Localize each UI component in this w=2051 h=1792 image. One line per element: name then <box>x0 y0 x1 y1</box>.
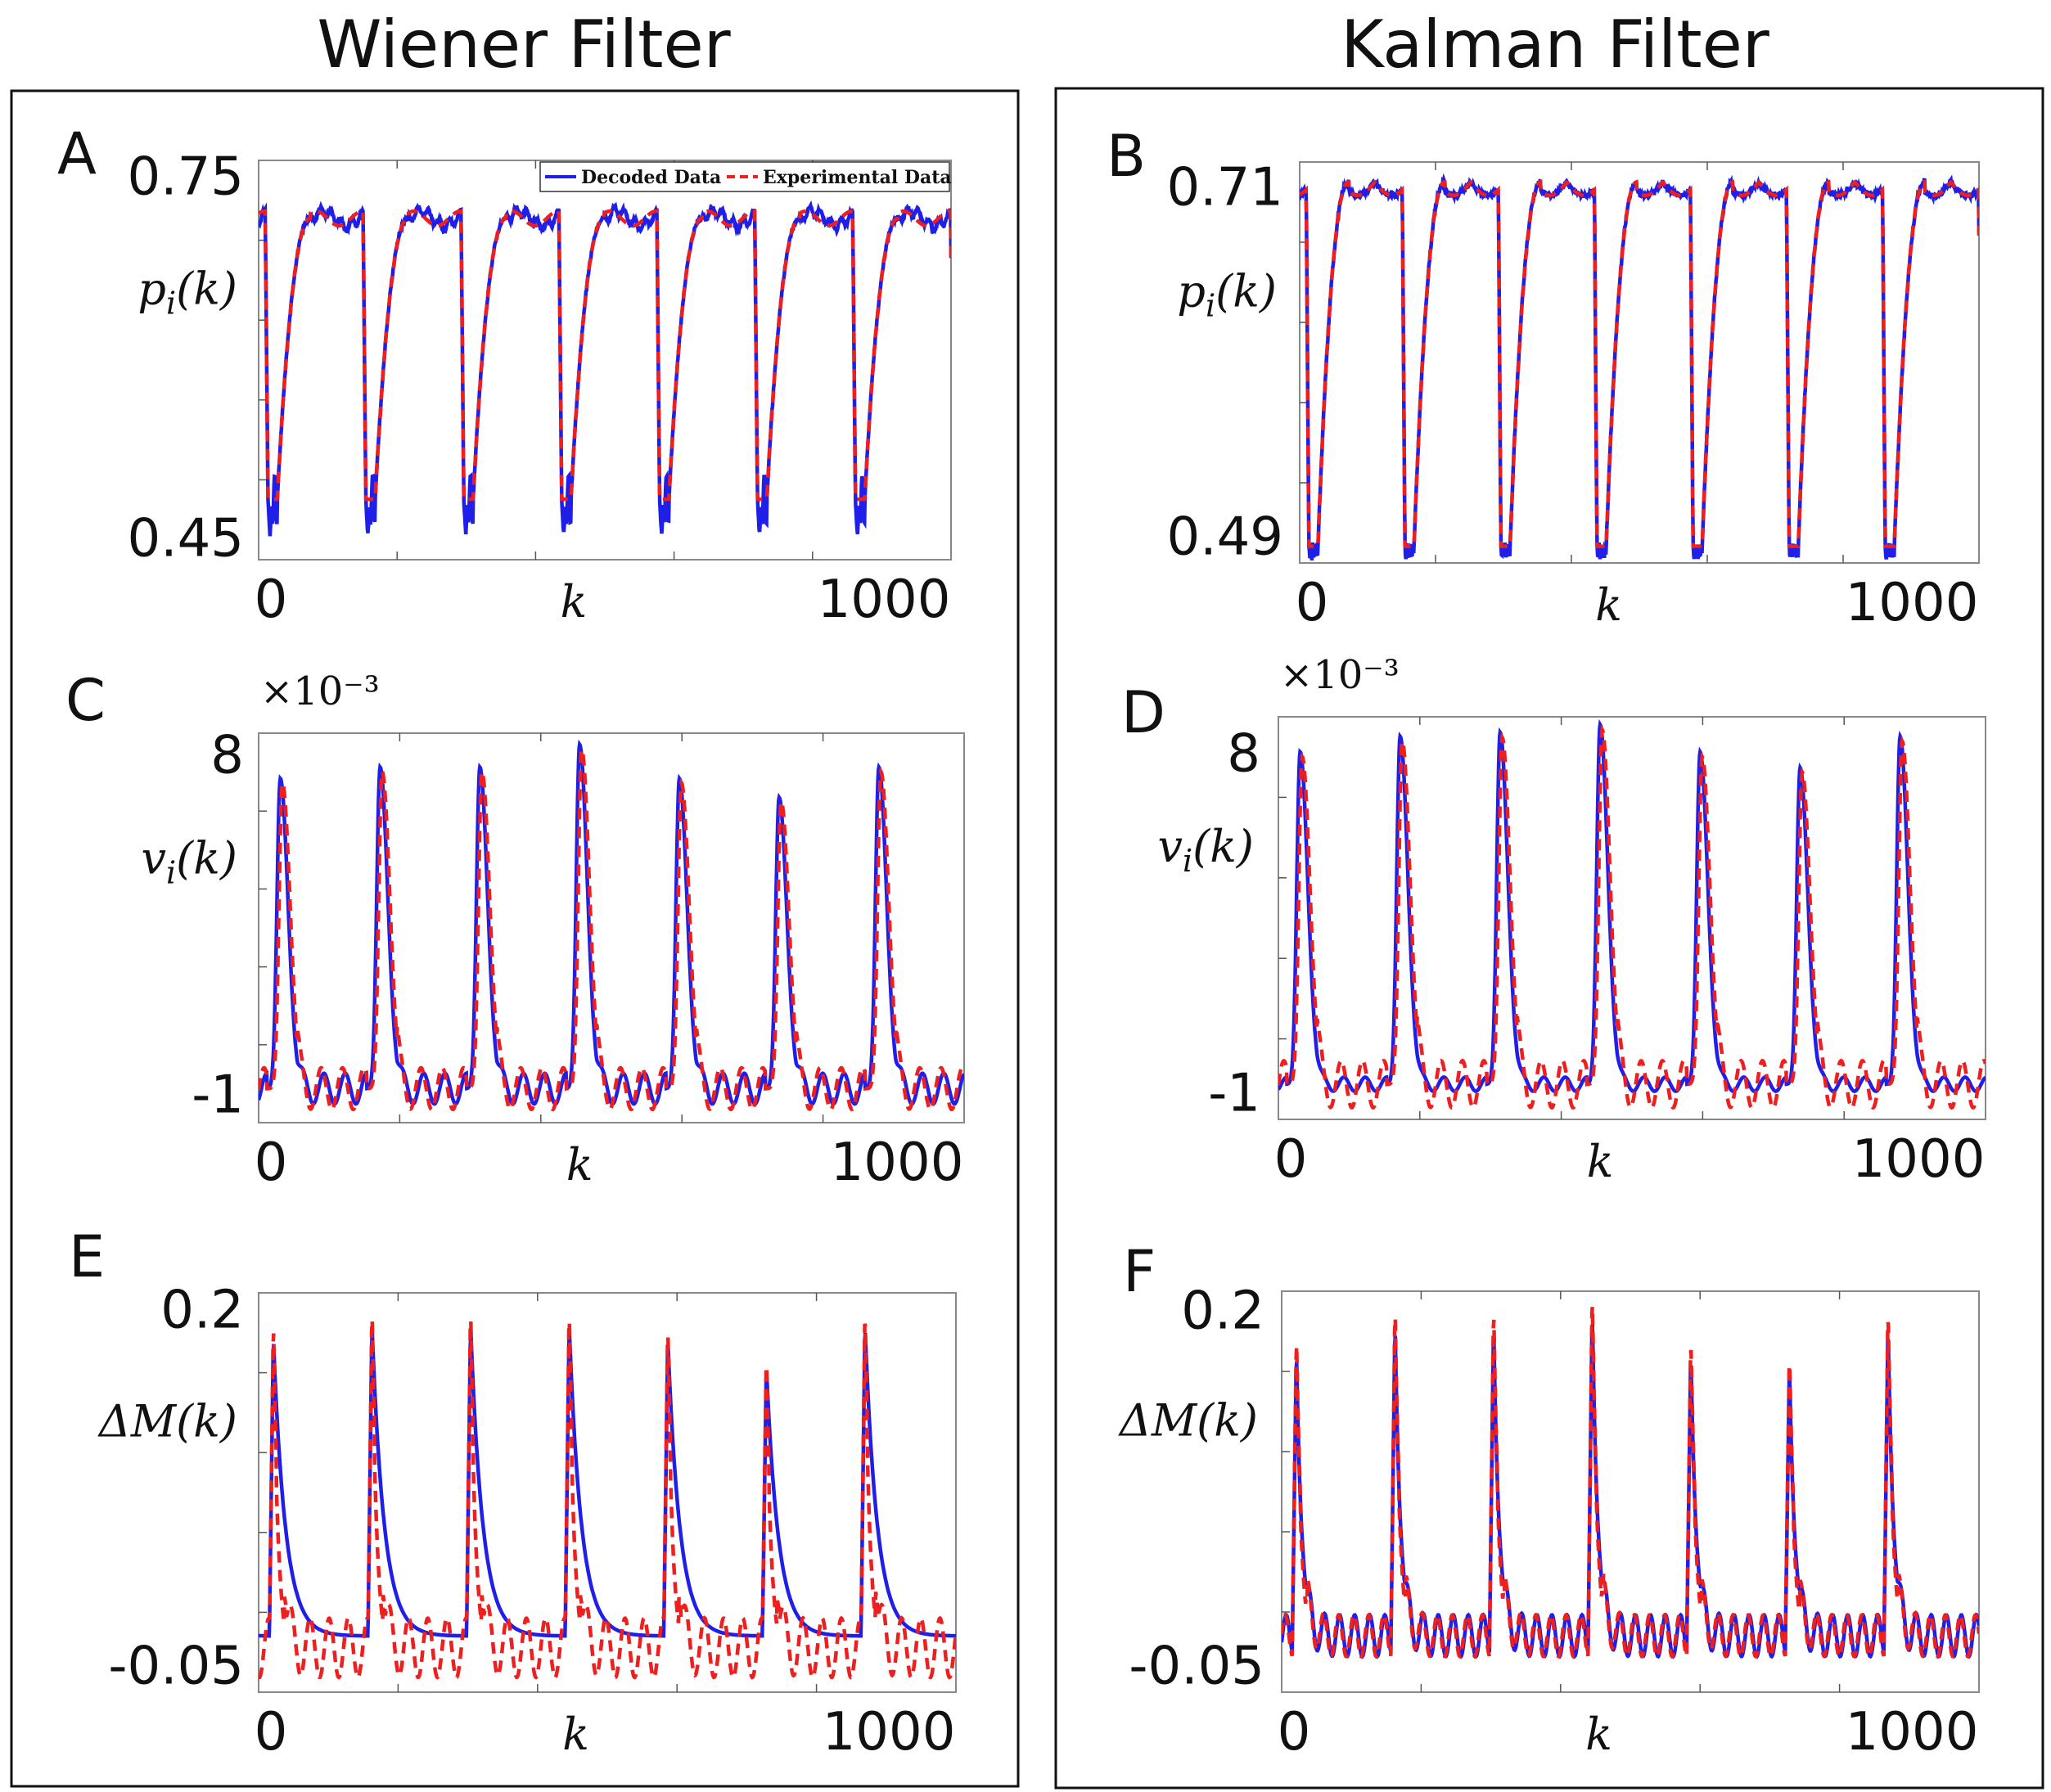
panel-C: C 8 -10 1000 k vi(k) ×10⁻³ <box>65 667 965 1193</box>
y-axis-label-C: vi(k) <box>141 832 237 890</box>
x-axis-label-A: k <box>561 576 588 628</box>
x-axis-label-C: k <box>566 1139 593 1191</box>
plot-area-C <box>258 732 965 1123</box>
x-tick-label-start-F: 0 <box>1278 1702 1311 1763</box>
frame-right <box>1054 87 2044 1790</box>
series-experimental-E <box>259 1320 956 1680</box>
y-axis-label-B: pi(k) <box>1177 265 1277 323</box>
x-tick-label-end-E: 1000 <box>823 1702 956 1763</box>
x-axis-label-F: k <box>1585 1709 1612 1760</box>
y-tick-label-bottom-E: -0.05 <box>108 1637 244 1697</box>
series-experimental-D <box>1278 724 1986 1110</box>
x-axis-label-D: k <box>1587 1136 1614 1187</box>
y-exponent-C: ×10⁻³ <box>260 669 380 714</box>
panel-letter-C: C <box>65 667 106 734</box>
x-tick-label-end-A: 1000 <box>818 570 951 630</box>
legend-label-experimental: Experimental Data <box>763 167 952 188</box>
x-tick-label-start-A: 0 <box>255 570 288 630</box>
panel-letter-A: A <box>57 120 97 187</box>
series-experimental-B <box>1300 179 1979 548</box>
y-tick-label-bottom-C: -1 <box>192 1065 244 1126</box>
x-axis-label-E: k <box>562 1709 589 1760</box>
series-experimental-F <box>1282 1306 1979 1659</box>
x-tick-label-start-D: 0 <box>1274 1129 1308 1190</box>
x-tick-label-end-B: 1000 <box>1846 573 1979 633</box>
panel-letter-D: D <box>1121 679 1165 746</box>
x-tick-label-start-B: 0 <box>1296 573 1329 633</box>
series-experimental-C <box>259 745 964 1112</box>
panel-D: D 8 -10 1000 k vi(k) ×10⁻³ <box>1121 652 1986 1190</box>
x-axis-label-B: k <box>1595 579 1622 631</box>
x-tick-label-start-E: 0 <box>255 1702 288 1763</box>
panel-letter-E: E <box>69 1223 105 1290</box>
frame-left <box>10 89 1020 1788</box>
series-experimental-A <box>259 209 951 502</box>
y-tick-label-top-E: 0.2 <box>160 1281 244 1341</box>
y-axis-label-D: vi(k) <box>1157 821 1254 879</box>
y-tick-label-top-B: 0.71 <box>1167 158 1284 218</box>
y-axis-label-F: ΔM(k) <box>1118 1394 1258 1446</box>
y-tick-label-bottom-B: 0.49 <box>1167 507 1284 568</box>
y-tick-label-top-F: 0.2 <box>1181 1281 1264 1342</box>
y-tick-label-bottom-F: -0.05 <box>1129 1637 1264 1697</box>
title-kalman: Kalman Filter <box>1341 7 1769 83</box>
y-axis-label-E: ΔM(k) <box>97 1396 237 1448</box>
y-tick-label-bottom-A: 0.45 <box>128 509 245 570</box>
y-exponent-D: ×10⁻³ <box>1280 652 1400 698</box>
y-tick-label-bottom-D: -1 <box>1208 1064 1260 1124</box>
x-tick-label-end-D: 1000 <box>1852 1129 1986 1190</box>
x-tick-label-start-C: 0 <box>255 1132 288 1193</box>
panel-letter-B: B <box>1107 123 1146 190</box>
y-tick-label-top-C: 8 <box>210 726 244 786</box>
panel-A: A 0.75 0.450 1000 k pi(k) Decoded Data Experime… <box>57 120 952 630</box>
panel-F: F 0.2 -0.050 1000 k ΔM(k) <box>1118 1238 1980 1763</box>
y-axis-label-A: pi(k) <box>137 263 237 322</box>
x-tick-label-end-F: 1000 <box>1846 1702 1979 1763</box>
title-wiener: Wiener Filter <box>317 7 731 83</box>
panel-B: B 0.71 0.490 1000 k pi(k) <box>1107 123 1980 633</box>
y-tick-label-top-D: 8 <box>1227 724 1260 785</box>
plot-area-B <box>1299 161 1980 564</box>
y-tick-label-top-A: 0.75 <box>128 147 245 208</box>
legend-label-decoded: Decoded Data <box>581 167 721 188</box>
x-tick-label-end-C: 1000 <box>831 1132 964 1193</box>
panel-letter-F: F <box>1123 1238 1156 1305</box>
panel-E: E 0.2 -0.050 1000 k ΔM(k) <box>69 1223 957 1763</box>
